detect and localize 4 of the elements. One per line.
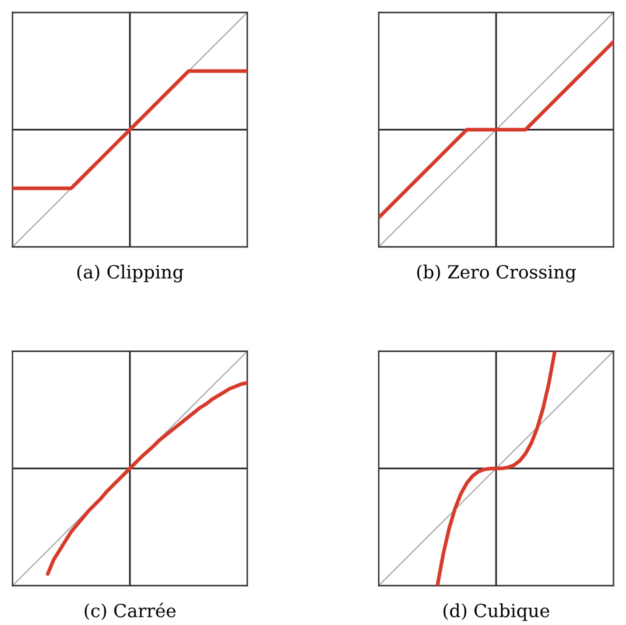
text: (a) Clipping — [77, 264, 184, 282]
text: (d) Cubique — [444, 603, 550, 621]
text: (c) Carrée — [84, 602, 176, 620]
text: (b) Zero Crossing — [417, 264, 576, 282]
